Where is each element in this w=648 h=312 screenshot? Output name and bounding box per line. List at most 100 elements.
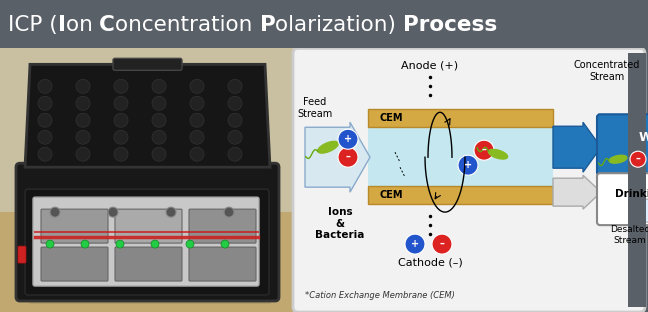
- Text: Anode (+): Anode (+): [402, 60, 459, 70]
- FancyBboxPatch shape: [0, 48, 295, 212]
- FancyBboxPatch shape: [41, 247, 108, 281]
- Circle shape: [228, 96, 242, 110]
- Text: Cathode (–): Cathode (–): [398, 257, 463, 267]
- Text: Concentrated
Stream: Concentrated Stream: [574, 60, 640, 82]
- Circle shape: [114, 79, 128, 93]
- Circle shape: [108, 207, 118, 217]
- Circle shape: [46, 240, 54, 248]
- Circle shape: [38, 130, 52, 144]
- FancyBboxPatch shape: [0, 48, 295, 312]
- Circle shape: [38, 147, 52, 161]
- Text: olarization): olarization): [275, 15, 403, 35]
- Text: oncentration: oncentration: [115, 15, 259, 35]
- Circle shape: [190, 147, 204, 161]
- FancyArrow shape: [553, 175, 601, 209]
- Text: –: –: [481, 145, 487, 155]
- Text: Drinking Water: Drinking Water: [616, 189, 648, 199]
- Circle shape: [114, 147, 128, 161]
- Circle shape: [432, 234, 452, 254]
- FancyBboxPatch shape: [115, 209, 182, 243]
- Circle shape: [38, 79, 52, 93]
- Circle shape: [81, 240, 89, 248]
- Text: Process: Process: [403, 15, 497, 35]
- Polygon shape: [20, 292, 280, 304]
- Polygon shape: [25, 64, 270, 167]
- FancyBboxPatch shape: [189, 247, 256, 281]
- Circle shape: [221, 240, 229, 248]
- Text: I: I: [58, 15, 65, 35]
- Polygon shape: [635, 199, 648, 222]
- Polygon shape: [489, 149, 507, 159]
- FancyBboxPatch shape: [113, 58, 182, 70]
- FancyBboxPatch shape: [628, 53, 646, 307]
- Circle shape: [151, 240, 159, 248]
- Polygon shape: [609, 155, 627, 163]
- Circle shape: [186, 240, 194, 248]
- Text: CEM: CEM: [380, 113, 404, 123]
- Circle shape: [474, 140, 494, 160]
- Circle shape: [190, 113, 204, 127]
- Circle shape: [190, 96, 204, 110]
- Circle shape: [166, 207, 176, 217]
- Text: on: on: [65, 15, 99, 35]
- FancyBboxPatch shape: [25, 189, 269, 295]
- Circle shape: [405, 234, 425, 254]
- Text: ICP (: ICP (: [8, 15, 58, 35]
- Text: –: –: [439, 239, 445, 249]
- FancyBboxPatch shape: [16, 163, 279, 301]
- Circle shape: [76, 96, 90, 110]
- Circle shape: [228, 130, 242, 144]
- FancyBboxPatch shape: [18, 246, 26, 263]
- Circle shape: [338, 147, 358, 167]
- Circle shape: [152, 130, 166, 144]
- Circle shape: [630, 151, 646, 167]
- Text: P: P: [259, 15, 275, 35]
- Circle shape: [76, 147, 90, 161]
- Text: –: –: [636, 154, 640, 164]
- Circle shape: [458, 155, 478, 175]
- Circle shape: [152, 96, 166, 110]
- Circle shape: [38, 96, 52, 110]
- Text: Desalted
Stream: Desalted Stream: [610, 225, 648, 245]
- Text: Ions
&
Bacteria: Ions & Bacteria: [316, 207, 365, 240]
- FancyBboxPatch shape: [115, 247, 182, 281]
- Text: *Cation Exchange Membrane (CEM): *Cation Exchange Membrane (CEM): [305, 291, 455, 300]
- Circle shape: [116, 240, 124, 248]
- Text: CEM: CEM: [380, 190, 404, 200]
- Text: +: +: [464, 160, 472, 170]
- Text: Feed
Stream: Feed Stream: [297, 97, 332, 119]
- Circle shape: [152, 79, 166, 93]
- Circle shape: [114, 130, 128, 144]
- Text: Waste: Waste: [638, 131, 648, 144]
- FancyArrow shape: [305, 122, 370, 192]
- Circle shape: [76, 113, 90, 127]
- Circle shape: [114, 113, 128, 127]
- Circle shape: [228, 147, 242, 161]
- FancyBboxPatch shape: [189, 209, 256, 243]
- Circle shape: [38, 113, 52, 127]
- Text: –: –: [345, 152, 351, 162]
- FancyBboxPatch shape: [33, 197, 259, 286]
- Circle shape: [152, 113, 166, 127]
- FancyBboxPatch shape: [368, 127, 553, 186]
- Circle shape: [76, 130, 90, 144]
- Text: +: +: [411, 239, 419, 249]
- Text: C: C: [99, 15, 115, 35]
- Circle shape: [338, 129, 358, 149]
- FancyBboxPatch shape: [0, 212, 295, 312]
- Circle shape: [152, 147, 166, 161]
- FancyBboxPatch shape: [597, 173, 648, 225]
- Circle shape: [190, 79, 204, 93]
- Circle shape: [190, 130, 204, 144]
- Circle shape: [50, 207, 60, 217]
- FancyArrow shape: [553, 122, 601, 172]
- Circle shape: [224, 207, 234, 217]
- Text: +: +: [344, 134, 352, 144]
- Circle shape: [76, 79, 90, 93]
- Circle shape: [228, 79, 242, 93]
- FancyBboxPatch shape: [597, 114, 648, 175]
- FancyBboxPatch shape: [293, 48, 645, 312]
- FancyBboxPatch shape: [41, 209, 108, 243]
- FancyBboxPatch shape: [368, 109, 553, 127]
- Circle shape: [114, 96, 128, 110]
